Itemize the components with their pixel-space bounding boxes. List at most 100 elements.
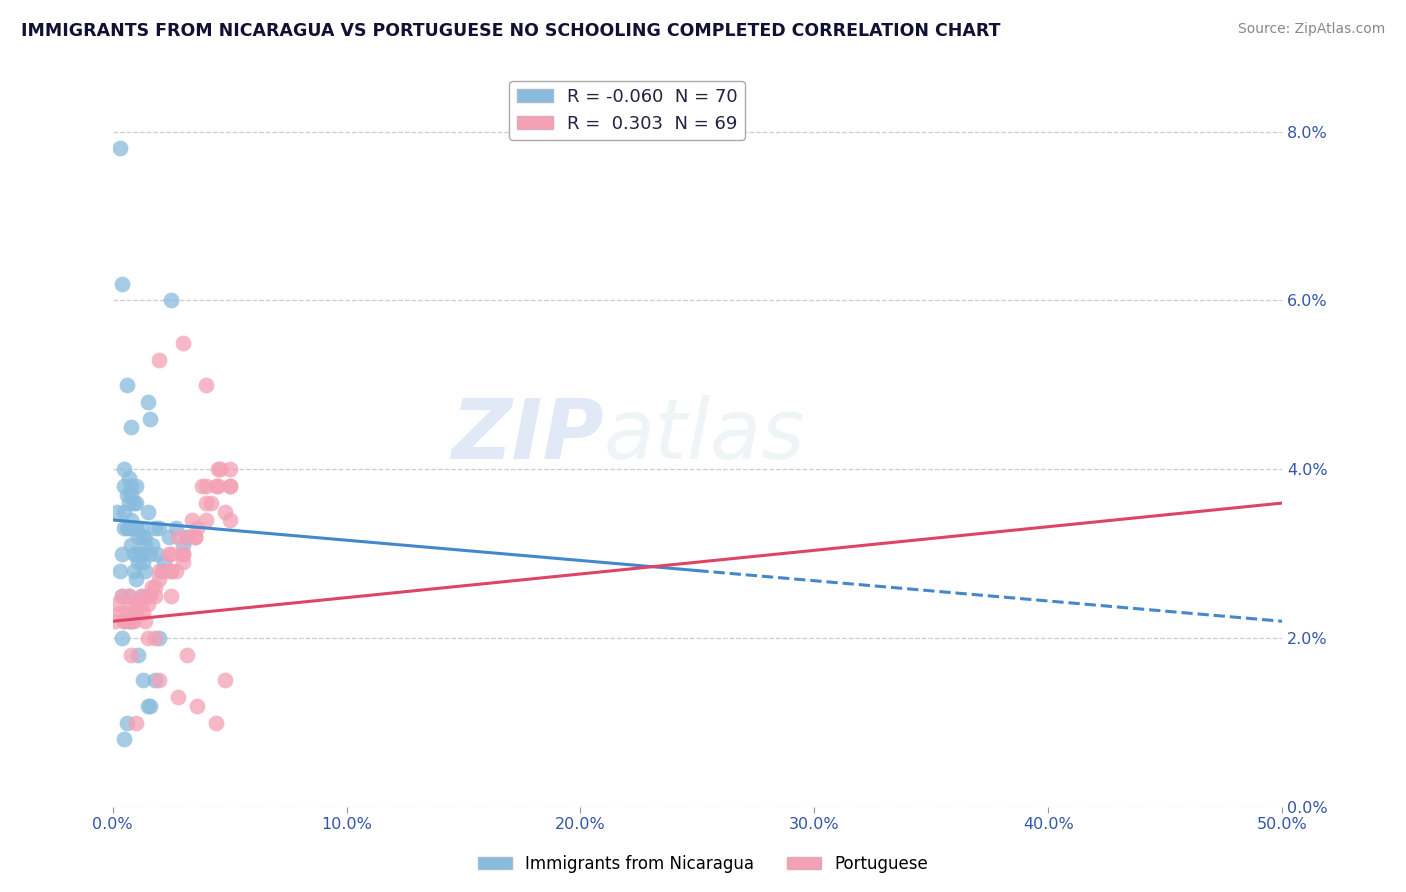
Point xyxy=(148,564,170,578)
Point xyxy=(148,352,170,367)
Text: atlas: atlas xyxy=(603,395,806,476)
Point xyxy=(204,715,226,730)
Point xyxy=(108,141,131,155)
Point xyxy=(172,335,194,350)
Point xyxy=(132,555,155,569)
Point xyxy=(125,606,148,620)
Point xyxy=(207,462,229,476)
Point xyxy=(125,479,148,493)
Point xyxy=(172,538,194,552)
Point xyxy=(122,614,145,628)
Point xyxy=(153,564,176,578)
Point xyxy=(118,589,141,603)
Point xyxy=(122,547,145,561)
Point xyxy=(132,673,155,688)
Point xyxy=(111,589,134,603)
Point xyxy=(132,530,155,544)
Point xyxy=(172,555,194,569)
Point xyxy=(127,530,149,544)
Point xyxy=(157,547,180,561)
Point xyxy=(125,521,148,535)
Point xyxy=(195,513,218,527)
Point xyxy=(120,488,142,502)
Point xyxy=(183,530,205,544)
Point xyxy=(172,547,194,561)
Point xyxy=(176,648,198,662)
Point xyxy=(127,598,149,612)
Point xyxy=(120,614,142,628)
Point xyxy=(181,513,204,527)
Point xyxy=(143,521,166,535)
Point xyxy=(141,538,163,552)
Point xyxy=(122,521,145,535)
Point xyxy=(111,277,134,291)
Point xyxy=(204,479,226,493)
Point xyxy=(160,564,183,578)
Point xyxy=(105,598,128,612)
Point xyxy=(118,471,141,485)
Point xyxy=(120,420,142,434)
Text: Source: ZipAtlas.com: Source: ZipAtlas.com xyxy=(1237,22,1385,37)
Point xyxy=(122,496,145,510)
Legend: Immigrants from Nicaragua, Portuguese: Immigrants from Nicaragua, Portuguese xyxy=(471,848,935,880)
Point xyxy=(115,488,138,502)
Point xyxy=(157,530,180,544)
Point xyxy=(134,564,156,578)
Point xyxy=(160,293,183,308)
Point xyxy=(136,598,159,612)
Point xyxy=(108,606,131,620)
Point xyxy=(218,479,240,493)
Point xyxy=(195,479,218,493)
Point xyxy=(218,513,240,527)
Point xyxy=(132,589,155,603)
Point xyxy=(112,479,135,493)
Point xyxy=(200,496,222,510)
Point xyxy=(112,614,135,628)
Point xyxy=(207,479,229,493)
Point xyxy=(143,581,166,595)
Point xyxy=(125,572,148,586)
Point xyxy=(108,564,131,578)
Point xyxy=(120,479,142,493)
Point xyxy=(139,589,162,603)
Point xyxy=(195,377,218,392)
Point xyxy=(129,598,152,612)
Point xyxy=(111,631,134,645)
Point xyxy=(115,606,138,620)
Point xyxy=(139,547,162,561)
Point xyxy=(160,589,183,603)
Point xyxy=(176,530,198,544)
Point xyxy=(118,496,141,510)
Point xyxy=(120,513,142,527)
Point xyxy=(112,521,135,535)
Point xyxy=(125,496,148,510)
Point xyxy=(214,504,236,518)
Text: IMMIGRANTS FROM NICARAGUA VS PORTUGUESE NO SCHOOLING COMPLETED CORRELATION CHART: IMMIGRANTS FROM NICARAGUA VS PORTUGUESE … xyxy=(21,22,1001,40)
Point xyxy=(115,377,138,392)
Point xyxy=(186,521,208,535)
Point xyxy=(112,462,135,476)
Point xyxy=(148,521,170,535)
Point xyxy=(112,732,135,747)
Point xyxy=(167,690,190,705)
Point xyxy=(136,631,159,645)
Point xyxy=(129,547,152,561)
Point xyxy=(105,504,128,518)
Point xyxy=(129,589,152,603)
Point xyxy=(129,547,152,561)
Point xyxy=(209,462,232,476)
Point xyxy=(183,530,205,544)
Point xyxy=(120,538,142,552)
Point xyxy=(160,564,183,578)
Point xyxy=(136,504,159,518)
Point xyxy=(148,631,170,645)
Point xyxy=(136,394,159,409)
Point xyxy=(125,547,148,561)
Point xyxy=(125,521,148,535)
Point xyxy=(150,564,173,578)
Point xyxy=(186,698,208,713)
Point xyxy=(112,614,135,628)
Legend: R = -0.060  N = 70, R =  0.303  N = 69: R = -0.060 N = 70, R = 0.303 N = 69 xyxy=(509,80,745,140)
Point xyxy=(148,673,170,688)
Point xyxy=(120,614,142,628)
